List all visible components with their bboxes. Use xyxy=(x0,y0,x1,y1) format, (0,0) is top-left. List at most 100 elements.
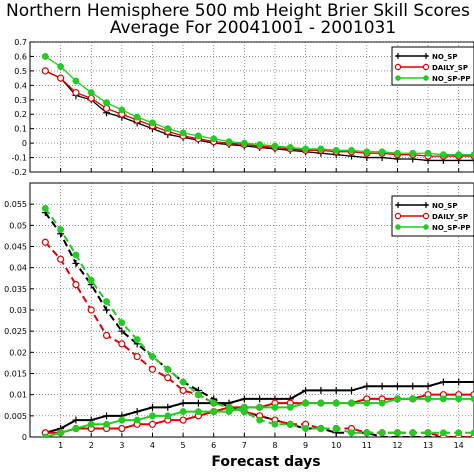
top-y-tick-label: 0.3 xyxy=(14,96,27,105)
bottom-point-no_sp-pp xyxy=(317,399,325,407)
bottom-point-daily_sp xyxy=(102,331,111,339)
bottom-point-no_sp-pp xyxy=(194,408,202,416)
bottom-y-tick-label: 0.015 xyxy=(4,370,27,379)
x-tick-label: 6 xyxy=(211,441,216,450)
bottom-y-tick-label: 0.025 xyxy=(4,327,27,336)
bottom-point-no_sp-pp xyxy=(393,429,401,437)
bottom-legend: NO_SP DAILY_SP NO_SP-PP xyxy=(391,195,474,237)
bottom-point-daily_sp xyxy=(72,281,80,289)
x-tick-label: 8 xyxy=(272,441,277,450)
lower-panel: 0 0.005 0.01 0.015 0.02 0.025 0.03 0.035 0.04 0.0… xyxy=(4,182,474,450)
bottom-point-no_sp-pp xyxy=(393,395,401,403)
bottom-point-daily_sp xyxy=(87,306,95,314)
top-y-tick-label: 0.2 xyxy=(14,110,27,119)
top-point-no_sp-pp xyxy=(57,63,65,71)
bottom-point-no_sp xyxy=(332,386,340,394)
bottom-point-no_sp xyxy=(148,403,156,411)
bottom-point-no_sp-pp xyxy=(378,399,386,407)
bottom-point-daily_sp xyxy=(164,374,172,382)
top-point-no_sp-pp xyxy=(424,149,432,157)
bottom-point-no_sp-pp xyxy=(256,416,264,424)
bottom-point-no_sp-pp xyxy=(41,433,49,437)
bottom-point-no_sp-pp xyxy=(133,336,141,344)
top-point-no_sp-pp xyxy=(41,52,49,60)
bottom-point-daily_sp xyxy=(57,255,65,263)
bottom-point-no_sp xyxy=(103,306,111,314)
bottom-point-daily_sp xyxy=(148,420,157,428)
bottom-y-tick-label: 0.055 xyxy=(4,200,27,209)
x-tick-label: 9 xyxy=(303,441,308,450)
bottom-y-tick-label: 0.02 xyxy=(9,348,27,357)
bottom-point-no_sp-pp xyxy=(194,391,202,399)
top-point-no_sp-pp xyxy=(317,145,325,153)
bottom-legend-label-no_sp: NO_SP xyxy=(432,202,457,210)
bottom-point-no_sp-pp xyxy=(72,425,80,432)
bottom-point-no_sp-pp xyxy=(149,412,156,420)
top-point-daily_sp xyxy=(72,88,80,97)
top-point-daily_sp xyxy=(41,67,49,75)
bottom-point-no_sp-pp xyxy=(455,395,463,403)
bottom-point-no_sp xyxy=(103,412,111,420)
top-point-no_sp-pp xyxy=(179,129,187,137)
bottom-point-no_sp-pp xyxy=(439,395,447,403)
top-point-no_sp-pp xyxy=(363,148,371,156)
x-tick-label: 2 xyxy=(89,441,94,450)
top-point-no_sp-pp xyxy=(72,77,80,85)
x-tick-label: 14 xyxy=(454,441,464,450)
top-point-no_sp-pp xyxy=(455,151,463,159)
top-point-daily_sp xyxy=(87,94,95,102)
x-tick-label: 3 xyxy=(119,441,124,450)
bottom-point-no_sp xyxy=(348,386,356,394)
bottom-y-tick-label: 0.04 xyxy=(9,264,27,273)
top-y-tick-label: 0 xyxy=(22,139,27,148)
bottom-point-no_sp-pp xyxy=(317,425,325,432)
top-point-no_sp xyxy=(470,156,474,164)
bottom-point-daily_sp xyxy=(179,386,187,395)
bottom-point-no_sp-pp xyxy=(424,395,432,403)
top-point-daily_sp xyxy=(57,74,65,82)
bottom-y-tick-label: 0.01 xyxy=(9,391,27,400)
bottom-point-no_sp xyxy=(378,382,386,390)
bottom-point-no_sp-pp xyxy=(164,412,172,420)
chart-title-line2: Average For 20041001 - 2001031 xyxy=(109,18,397,38)
bottom-point-no_sp xyxy=(118,327,126,335)
top-point-no_sp-pp xyxy=(439,151,447,159)
top-series-group xyxy=(41,52,474,164)
bottom-point-no_sp-pp xyxy=(41,204,49,212)
bottom-point-no_sp-pp xyxy=(225,408,233,416)
bottom-point-no_sp-pp xyxy=(87,420,95,428)
bottom-point-no_sp-pp xyxy=(455,429,463,437)
top-point-no_sp-pp xyxy=(133,113,141,121)
top-y-tick-label: 0.5 xyxy=(14,67,27,76)
bottom-y-tick-label: 0 xyxy=(22,433,27,442)
bottom-point-no_sp xyxy=(409,382,417,390)
bottom-point-no_sp xyxy=(194,399,202,407)
upper-panel: -0.2 -0.1 0 0.1 0.2 0.3 0.4 0.5 0.6 0.7 NO_SP DAILY… xyxy=(11,38,474,177)
top-y-tick-label: 0.4 xyxy=(14,81,27,90)
bottom-point-no_sp xyxy=(393,382,401,390)
top-point-no_sp-pp xyxy=(118,106,126,114)
bottom-point-no_sp xyxy=(455,378,463,386)
x-tick-label: 12 xyxy=(392,441,402,450)
bottom-point-no_sp xyxy=(240,395,248,403)
top-point-no_sp-pp xyxy=(286,143,294,151)
bottom-point-no_sp-pp xyxy=(271,420,279,428)
bottom-point-no_sp-pp xyxy=(363,399,371,407)
bottom-point-no_sp-pp xyxy=(210,399,218,407)
bottom-point-daily_sp xyxy=(148,365,157,373)
x-tick-label: 13 xyxy=(423,441,433,450)
top-y-tick-label: -0.1 xyxy=(11,154,27,163)
bottom-point-no_sp-pp xyxy=(439,429,447,437)
bottom-point-no_sp xyxy=(256,395,264,403)
bottom-point-no_sp xyxy=(302,386,310,394)
bottom-y-tick-label: 0.045 xyxy=(4,243,27,252)
bottom-point-no_sp-pp xyxy=(286,403,294,411)
top-point-no_sp-pp xyxy=(302,145,310,153)
bottom-point-no_sp-pp xyxy=(286,420,294,428)
top-y-tick-label: 0.7 xyxy=(14,38,27,47)
top-point-no_sp-pp xyxy=(210,135,218,143)
bottom-point-no_sp xyxy=(470,378,474,386)
top-legend: NO_SP DAILY_SP NO_SP-PP xyxy=(391,46,474,86)
top-point-no_sp-pp xyxy=(103,99,111,107)
